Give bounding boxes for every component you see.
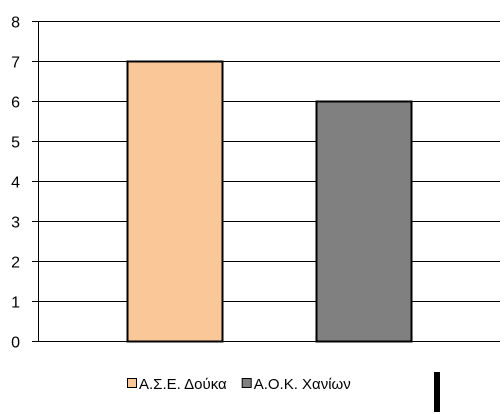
y-tick-label: 7 [11, 55, 20, 72]
legend-swatch [241, 378, 252, 388]
legend-swatch [127, 378, 137, 388]
y-tick-label: 5 [11, 135, 20, 152]
y-tick-label: 6 [11, 95, 20, 112]
bar [315, 100, 413, 343]
legend-label: Α.Σ.Ε. Δούκα [139, 376, 227, 393]
y-tick-label: 1 [11, 295, 20, 312]
gridlines [38, 21, 500, 302]
y-tick-label: 2 [11, 255, 20, 272]
y-tick-label: 4 [11, 175, 20, 192]
legend-end-marker [434, 372, 440, 412]
y-axis-ticks: 0 1 2 3 4 5 6 7 8 [11, 15, 38, 352]
bars [126, 60, 413, 343]
y-tick-label: 0 [11, 335, 20, 352]
y-tick-label: 3 [11, 215, 20, 232]
bar [126, 60, 224, 343]
legend: Α.Σ.Ε. Δούκα Α.Ο.Κ. Χανίων [127, 376, 351, 393]
legend-label: Α.Ο.Κ. Χανίων [254, 376, 351, 393]
y-tick-label: 8 [11, 15, 20, 32]
